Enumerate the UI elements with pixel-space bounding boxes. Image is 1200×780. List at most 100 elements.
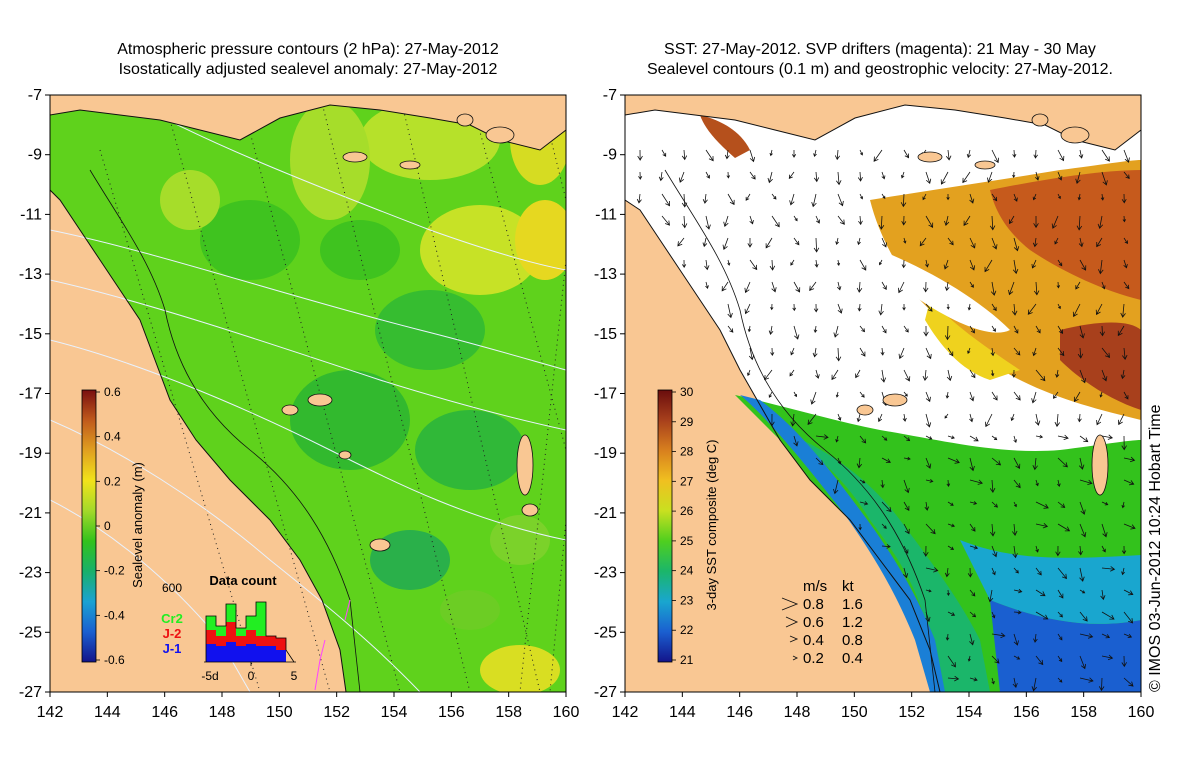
velocity-arrow — [944, 281, 950, 292]
velocity-arrow — [1057, 611, 1063, 618]
velocity-arrow — [1008, 281, 1015, 296]
velocity-arrow — [903, 456, 911, 461]
velocity-arrow — [989, 523, 996, 537]
velocity-arrow — [705, 171, 710, 179]
velocity-arrow — [771, 193, 777, 200]
velocity-arrow — [1011, 303, 1018, 316]
velocity-arrow — [1057, 193, 1061, 200]
velocity-arrow — [682, 259, 687, 269]
velocity-arrow — [1055, 545, 1061, 557]
velocity-arrow — [814, 259, 819, 268]
velocity-arrow — [901, 215, 907, 226]
right-sst-png-coast — [700, 115, 750, 158]
left-colorbar-tick-label: 0.6 — [104, 385, 121, 399]
velocity-arrow — [859, 391, 865, 398]
velocity-arrow — [925, 215, 934, 228]
right-colorbar-gradient — [657, 389, 673, 663]
velocity-arrow — [901, 259, 906, 269]
velocity-arrow — [837, 303, 843, 314]
velocity-arrow — [991, 303, 997, 312]
velocity-arrow — [987, 589, 994, 603]
velocity-arrow — [1079, 369, 1087, 384]
velocity-arrow — [925, 567, 939, 573]
velocity-arrow — [1011, 523, 1018, 536]
left-lon-label: 150 — [266, 704, 293, 721]
left-lon-label: 154 — [381, 704, 408, 721]
velocity-arrow — [1031, 677, 1037, 692]
left-png-land — [50, 95, 566, 151]
velocity-arrow — [923, 281, 929, 293]
velocity-arrow — [1011, 369, 1016, 378]
velocity-arrow — [811, 193, 817, 208]
velocity-arrow — [771, 215, 780, 228]
legend-j1: J-1 — [163, 641, 182, 656]
velocity-arrow — [873, 149, 883, 162]
velocity-arrow — [1123, 456, 1136, 463]
velocity-arrow — [835, 435, 839, 443]
velocity-arrow — [793, 281, 801, 293]
velocity-arrow — [856, 457, 863, 469]
velocity-arrow — [1101, 149, 1110, 162]
velocity-arrow — [989, 479, 996, 493]
velocity-arrow — [809, 281, 817, 291]
velocity-arrow — [945, 391, 950, 399]
velocity-arrow — [878, 215, 885, 230]
velocity-arrow — [947, 655, 956, 668]
velocity-arrow — [770, 347, 775, 357]
velocity-arrow — [944, 325, 951, 341]
left-lon-label: 146 — [151, 704, 178, 721]
velocity-arrow — [681, 149, 688, 161]
velocity-arrow — [1009, 215, 1015, 225]
velocity-arrow — [940, 171, 949, 185]
velocity-arrow — [1077, 347, 1084, 359]
velocity-arrow — [1057, 501, 1066, 508]
velocity-arrow — [944, 215, 950, 227]
velocity-arrow — [1032, 193, 1037, 201]
velocity-legend-ms-3: 0.2 — [803, 650, 824, 667]
velocity-arrow — [767, 171, 773, 184]
velocity-arrow — [1035, 325, 1041, 334]
velocity-arrow — [925, 347, 932, 360]
left-colorbar-tick-label: -0.6 — [104, 653, 125, 667]
velocity-arrow — [903, 237, 907, 244]
velocity-arrow — [946, 589, 950, 596]
velocity-arrow — [749, 149, 756, 163]
left-lat-label: -13 — [19, 266, 42, 283]
velocity-arrow — [1057, 171, 1063, 181]
velocity-arrow — [881, 325, 887, 334]
velocity-arrow — [1033, 215, 1039, 229]
left-drifter-tracks — [314, 599, 351, 691]
velocity-arrow — [991, 611, 996, 619]
velocity-arrow — [705, 215, 711, 230]
velocity-arrow — [638, 171, 643, 180]
right-sst-north-brown — [1060, 322, 1141, 410]
velocity-arrow — [969, 325, 975, 334]
velocity-arrow — [1121, 501, 1125, 509]
velocity-legend-kt-1: 1.2 — [842, 614, 863, 631]
velocity-arrow — [1079, 435, 1089, 443]
velocity-arrow — [835, 347, 842, 362]
velocity-arrow — [881, 544, 891, 549]
velocity-arrow — [1078, 237, 1084, 248]
velocity-arrow — [1033, 281, 1040, 296]
velocity-arrow — [946, 303, 950, 310]
velocity-arrow — [836, 281, 842, 291]
velocity-arrow — [1123, 281, 1130, 290]
velocity-arrow — [1057, 347, 1065, 357]
velocity-arrow — [922, 369, 929, 382]
left-title-line2: Isostatically adjusted sealevel anomaly:… — [118, 61, 498, 78]
left-colorbar-tick-label: 0.2 — [104, 474, 121, 488]
velocity-arrow — [1123, 523, 1136, 530]
velocity-arrow — [967, 567, 973, 578]
velocity-arrow — [636, 193, 642, 204]
left-coastline — [50, 189, 347, 692]
left-satellite-tracks — [99, 95, 566, 692]
velocity-arrow — [1123, 391, 1129, 400]
left-colorbar-tick-label: -0.4 — [104, 608, 125, 622]
velocity-arrow — [969, 523, 976, 532]
velocity-arrow — [1057, 523, 1071, 532]
velocity-arrow — [747, 369, 751, 377]
left-colorbar-tick-label: 0.4 — [104, 430, 121, 444]
velocity-arrow — [1099, 391, 1103, 398]
right-sst-southeast-teal — [960, 540, 1141, 624]
